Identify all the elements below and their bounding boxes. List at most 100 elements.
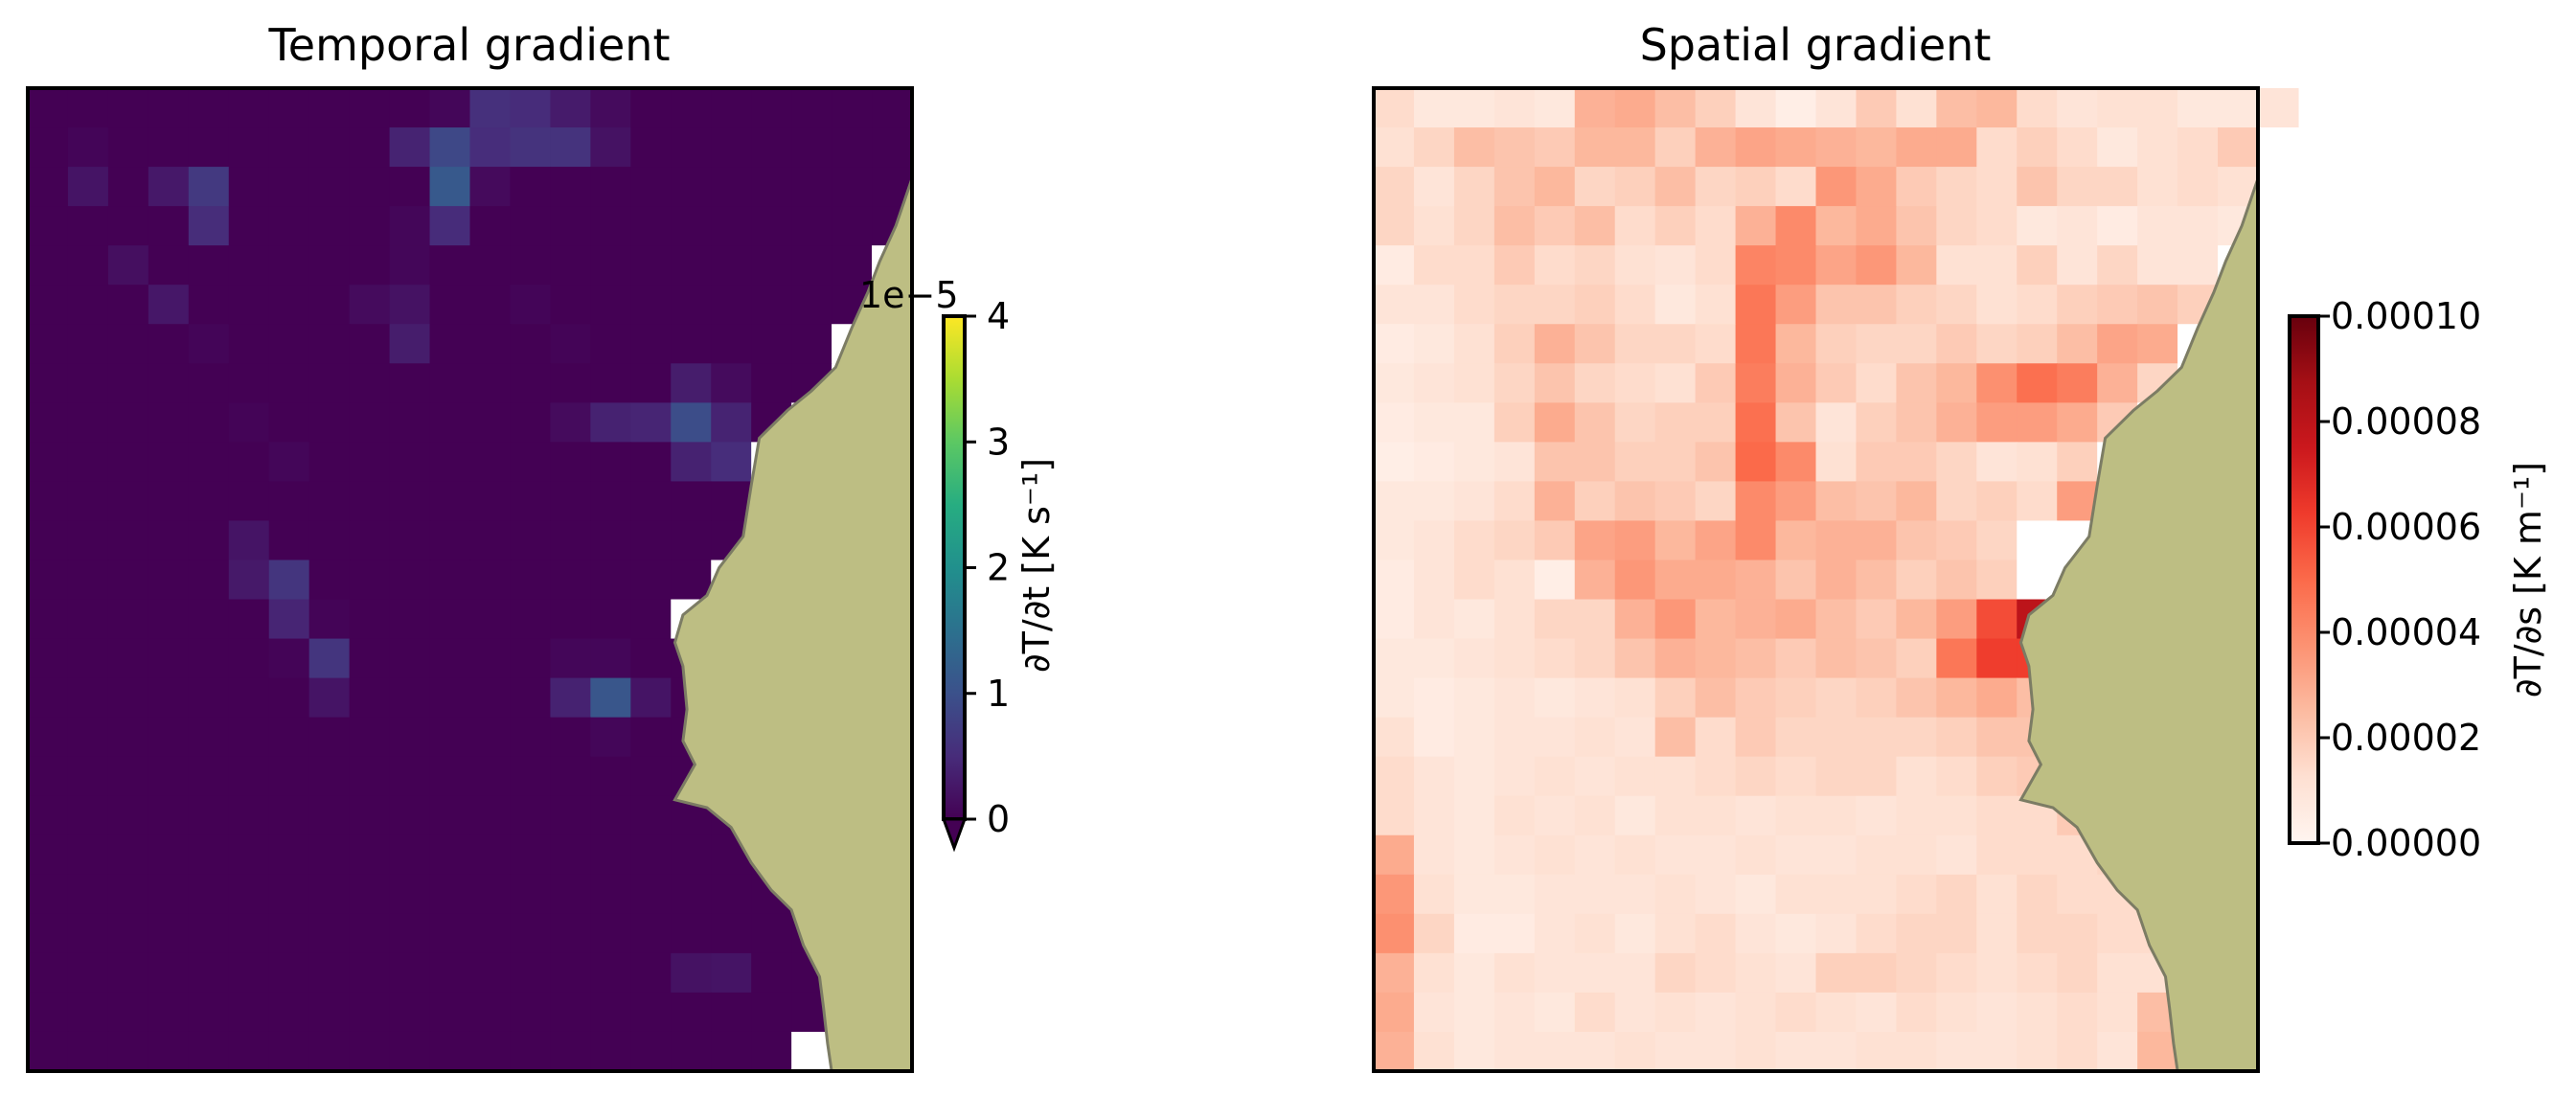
heatmap-cell [188, 638, 230, 679]
heatmap-cell [1815, 834, 1858, 876]
heatmap-cell [308, 363, 351, 403]
heatmap-cell [188, 952, 230, 994]
heatmap-cell [1856, 756, 1897, 797]
heatmap-cell [2057, 913, 2098, 954]
heatmap-cell [1453, 874, 1495, 915]
heatmap-cell [469, 206, 512, 246]
heatmap-cell [711, 874, 752, 915]
heatmap-cell [1815, 717, 1858, 758]
heatmap-cell [268, 834, 310, 876]
heatmap-cell [107, 638, 149, 679]
heatmap-cell [1374, 677, 1415, 719]
heatmap-cell [590, 560, 631, 601]
heatmap-cell [1614, 285, 1656, 325]
heatmap-cell [2177, 245, 2219, 286]
heatmap-cell [28, 1031, 69, 1072]
heatmap-cell [510, 520, 551, 561]
heatmap-cell [2177, 167, 2219, 207]
heatmap-cell [1735, 285, 1777, 325]
heatmap-cell [349, 520, 391, 561]
heatmap-cell [912, 167, 953, 207]
heatmap-cell [429, 324, 471, 364]
heatmap-cell [550, 402, 591, 443]
heatmap-cell [1654, 324, 1697, 364]
heatmap-cell [1976, 167, 2017, 207]
heatmap-cell [1574, 442, 1616, 482]
heatmap-cell [1976, 795, 2017, 836]
heatmap-cell [1654, 481, 1697, 522]
heatmap-cell [2017, 324, 2058, 364]
heatmap-cell [2137, 88, 2178, 128]
heatmap-cell [1936, 442, 1977, 482]
heatmap-cell [912, 874, 953, 915]
heatmap-cell [308, 795, 351, 836]
heatmap-cell [1493, 363, 1536, 403]
heatmap-cell [1856, 913, 1897, 954]
heatmap-cell [1815, 481, 1858, 522]
heatmap-cell [228, 285, 270, 325]
heatmap-cell [2258, 88, 2299, 128]
heatmap-cell [1695, 167, 1737, 207]
heatmap-cell [1614, 324, 1656, 364]
heatmap-cell [2017, 167, 2058, 207]
heatmap-cell [1654, 717, 1697, 758]
heatmap-cell [1614, 206, 1656, 246]
heatmap-cell [1695, 756, 1737, 797]
heatmap-cell [1413, 442, 1455, 482]
heatmap-cell [1534, 677, 1576, 719]
heatmap-cell [590, 520, 631, 561]
heatmap-cell [107, 363, 149, 403]
heatmap-cell [1775, 402, 1817, 443]
heatmap-cell [1374, 874, 1415, 915]
heatmap-cell [1534, 167, 1576, 207]
heatmap-cell [550, 677, 591, 719]
heatmap-cell [429, 913, 471, 954]
heatmap-cell [590, 206, 631, 246]
heatmap-cell [67, 638, 109, 679]
heatmap-cell [28, 952, 69, 994]
heatmap-cell [1654, 206, 1697, 246]
heatmap-cell [671, 952, 712, 994]
heatmap-cell [1374, 402, 1415, 443]
heatmap-cell [2017, 88, 2058, 128]
heatmap-cell [1493, 442, 1536, 482]
heatmap-cell [1735, 442, 1777, 482]
heatmap-cell [590, 638, 631, 679]
heatmap-cell [1735, 560, 1777, 601]
heatmap-cell [67, 520, 109, 561]
heatmap-cell [389, 874, 431, 915]
heatmap-cell [630, 599, 672, 640]
heatmap-cell [2057, 952, 2098, 994]
heatmap-cell [2017, 442, 2058, 482]
heatmap-cell [2057, 127, 2098, 168]
heatmap-cell [711, 127, 752, 168]
heatmap-cell [228, 88, 270, 128]
heatmap-cell [389, 442, 431, 482]
heatmap-cell [1574, 363, 1616, 403]
heatmap-cell [469, 245, 512, 286]
colorbar-tick-label: 0.00000 [2331, 822, 2481, 864]
heatmap-cell [1775, 677, 1817, 719]
heatmap-cell [1574, 167, 1616, 207]
heatmap-cell [1856, 206, 1897, 246]
heatmap-cell [1976, 952, 2017, 994]
heatmap-cell [107, 127, 149, 168]
heatmap-cell [107, 874, 149, 915]
heatmap-cell [1413, 481, 1455, 522]
heatmap-cell [1374, 167, 1415, 207]
heatmap-cell [2017, 952, 2058, 994]
spatial-colorbar-label: ∂T/∂s [K m⁻¹] [2507, 462, 2549, 697]
heatmap-cell [2137, 245, 2178, 286]
heatmap-cell [1374, 795, 1415, 836]
heatmap-cell [2057, 874, 2098, 915]
heatmap-cell [107, 245, 149, 286]
heatmap-cell [1976, 88, 2017, 128]
heatmap-cell [469, 756, 512, 797]
heatmap-cell [2258, 913, 2299, 954]
heatmap-cell [1815, 677, 1858, 719]
heatmap-cell [67, 756, 109, 797]
heatmap-cell [28, 324, 69, 364]
heatmap-cell [1976, 599, 2017, 640]
heatmap-cell [1815, 88, 1858, 128]
heatmap-cell [630, 167, 672, 207]
